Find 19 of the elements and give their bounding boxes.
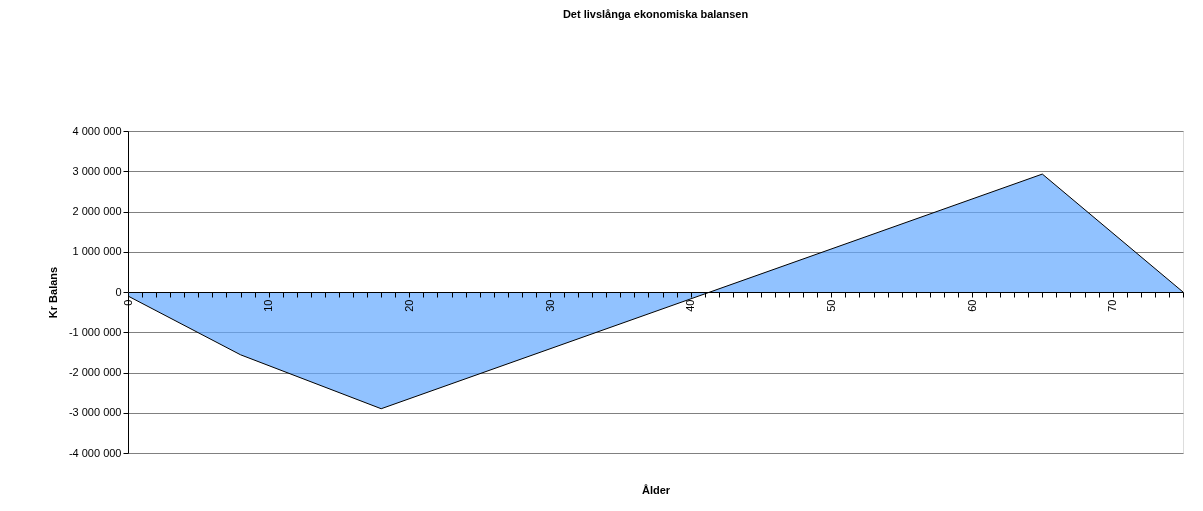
y-tick-label: -3 000 000 [68, 406, 122, 419]
y-tick-label: -2 000 000 [68, 366, 122, 378]
x-tick-label: 30 [543, 299, 556, 312]
x-tick-label: 40 [684, 299, 697, 312]
y-tick-label: 4 000 000 [72, 124, 122, 137]
chart-title: Det livslånga ekonomiska balansen [562, 8, 749, 20]
y-tick-label: 1 000 000 [72, 245, 122, 258]
x-axis-title: Ålder [641, 483, 671, 496]
x-tick-label: 10 [262, 299, 275, 312]
y-tick-label: 2 000 000 [72, 205, 122, 217]
x-tick-label: 70 [1106, 299, 1119, 312]
x-tick-label: 50 [824, 299, 837, 312]
y-tick-label: 3 000 000 [72, 164, 122, 177]
y-axis-title: Kr Balans [46, 266, 59, 319]
y-tick-label: 0 [115, 285, 122, 298]
y-tick-label: -4 000 000 [68, 446, 122, 459]
x-tick-label: 60 [965, 299, 978, 312]
x-tick-label: 20 [402, 299, 415, 312]
y-tick-label: -1 000 000 [68, 325, 122, 338]
